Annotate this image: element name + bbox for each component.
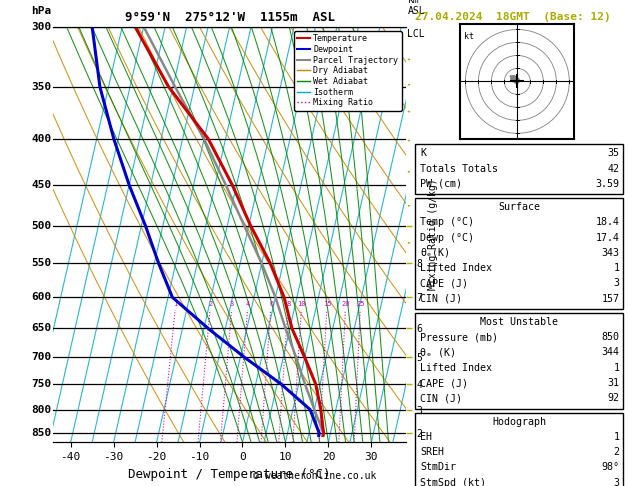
- Text: 750: 750: [31, 380, 52, 389]
- Text: 27.04.2024  18GMT  (Base: 12): 27.04.2024 18GMT (Base: 12): [415, 12, 611, 22]
- Text: StmDir: StmDir: [420, 463, 456, 472]
- Text: 8: 8: [286, 301, 291, 307]
- Text: 3: 3: [613, 478, 620, 486]
- Text: hPa: hPa: [31, 6, 52, 17]
- Text: Dewp (°C): Dewp (°C): [420, 233, 474, 243]
- Text: 6: 6: [269, 301, 274, 307]
- Legend: Temperature, Dewpoint, Parcel Trajectory, Dry Adiabat, Wet Adiabat, Isotherm, Mi: Temperature, Dewpoint, Parcel Trajectory…: [294, 31, 401, 110]
- Text: CAPE (J): CAPE (J): [420, 278, 468, 289]
- Y-axis label: Mixing Ratio (g/kg): Mixing Ratio (g/kg): [428, 179, 438, 290]
- Text: K: K: [420, 148, 426, 158]
- Text: 2: 2: [208, 301, 213, 307]
- Text: 450: 450: [31, 180, 52, 190]
- Text: 350: 350: [31, 82, 52, 92]
- Text: 343: 343: [601, 248, 620, 258]
- Text: 2: 2: [613, 447, 620, 457]
- Text: 92: 92: [608, 394, 620, 403]
- Text: 300: 300: [31, 22, 52, 32]
- Title: 9°59'N  275°12'W  1155m  ASL: 9°59'N 275°12'W 1155m ASL: [125, 11, 335, 24]
- Text: Most Unstable: Most Unstable: [480, 317, 558, 327]
- Text: EH: EH: [420, 432, 432, 442]
- Text: 500: 500: [31, 221, 52, 231]
- Text: 35: 35: [608, 148, 620, 158]
- Text: 1: 1: [613, 363, 620, 373]
- Text: 344: 344: [601, 347, 620, 358]
- Text: 1: 1: [174, 301, 178, 307]
- Text: θₑ(K): θₑ(K): [420, 248, 450, 258]
- Text: 3.59: 3.59: [596, 179, 620, 189]
- Text: CIN (J): CIN (J): [420, 394, 462, 403]
- Text: CAPE (J): CAPE (J): [420, 378, 468, 388]
- Text: θₑ (K): θₑ (K): [420, 347, 456, 358]
- Text: 15: 15: [323, 301, 331, 307]
- Text: 400: 400: [31, 134, 52, 144]
- Text: Temp (°C): Temp (°C): [420, 217, 474, 227]
- Text: km
ASL: km ASL: [408, 0, 425, 17]
- Text: 3: 3: [230, 301, 234, 307]
- Text: PW (cm): PW (cm): [420, 179, 462, 189]
- Text: 550: 550: [31, 258, 52, 268]
- Text: SREH: SREH: [420, 447, 444, 457]
- Text: 25: 25: [356, 301, 365, 307]
- Text: Surface: Surface: [498, 202, 540, 212]
- Text: 1: 1: [613, 263, 620, 273]
- Text: CIN (J): CIN (J): [420, 294, 462, 304]
- Text: LCL: LCL: [408, 29, 425, 38]
- Text: 650: 650: [31, 324, 52, 333]
- Text: 700: 700: [31, 352, 52, 363]
- Text: Lifted Index: Lifted Index: [420, 263, 492, 273]
- Text: StmSpd (kt): StmSpd (kt): [420, 478, 486, 486]
- Text: 157: 157: [601, 294, 620, 304]
- Text: Pressure (mb): Pressure (mb): [420, 332, 498, 342]
- Text: 18.4: 18.4: [596, 217, 620, 227]
- Text: 800: 800: [31, 404, 52, 415]
- Text: 850: 850: [601, 332, 620, 342]
- Text: Lifted Index: Lifted Index: [420, 363, 492, 373]
- Text: © weatheronline.co.uk: © weatheronline.co.uk: [253, 471, 376, 481]
- Text: 98°: 98°: [601, 463, 620, 472]
- Text: kt: kt: [464, 32, 474, 41]
- Text: 600: 600: [31, 292, 52, 302]
- Text: 31: 31: [608, 378, 620, 388]
- Text: 17.4: 17.4: [596, 233, 620, 243]
- Text: 3: 3: [613, 278, 620, 289]
- Text: 850: 850: [31, 428, 52, 438]
- Text: 42: 42: [608, 163, 620, 174]
- Text: 4: 4: [246, 301, 250, 307]
- Text: 20: 20: [342, 301, 350, 307]
- Text: 1: 1: [613, 432, 620, 442]
- Text: Totals Totals: Totals Totals: [420, 163, 498, 174]
- Text: Hodograph: Hodograph: [492, 417, 546, 427]
- Text: 10: 10: [298, 301, 306, 307]
- X-axis label: Dewpoint / Temperature (°C): Dewpoint / Temperature (°C): [128, 468, 331, 481]
